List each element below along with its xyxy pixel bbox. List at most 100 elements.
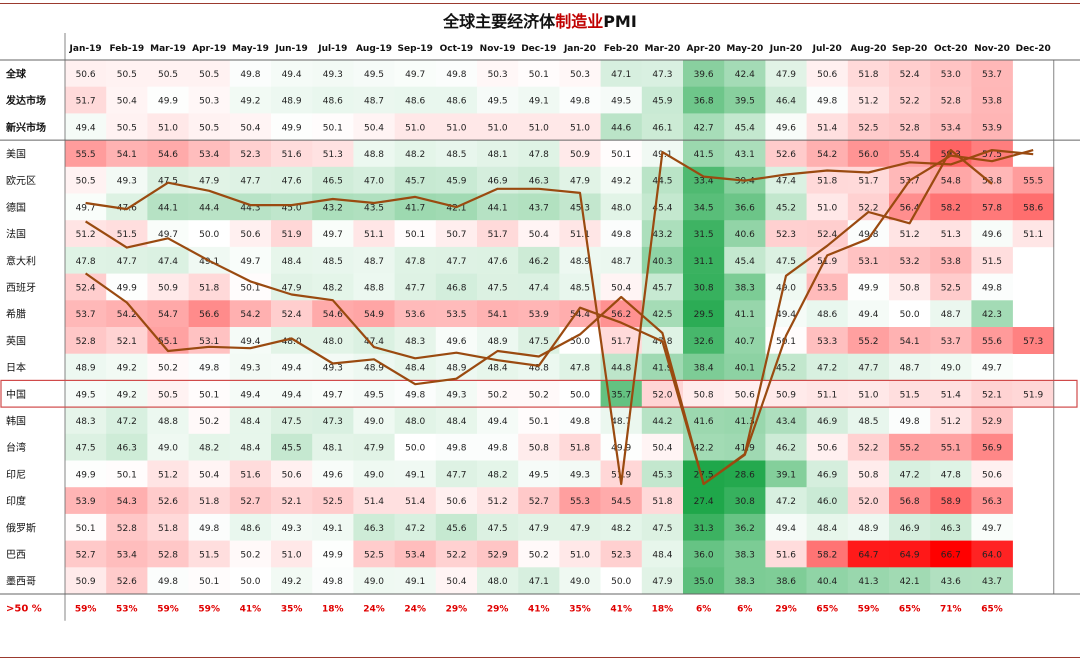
heat-cell	[394, 540, 437, 568]
heat-cell	[889, 113, 931, 141]
cell-value: 44.6	[611, 123, 631, 133]
cell-value: 64.9	[900, 550, 920, 560]
cell-value: 42.2	[694, 444, 714, 454]
heat-cell	[600, 193, 643, 221]
heat-cell	[559, 140, 601, 168]
heat-cell	[847, 460, 890, 488]
heat-cell	[147, 460, 189, 488]
heat-cell	[765, 113, 807, 141]
heat-cell	[765, 60, 807, 87]
heat-cell	[353, 86, 395, 114]
cell-value: 47.9	[776, 70, 796, 80]
heat-cell	[106, 407, 148, 435]
cell-value: 49.9	[858, 283, 878, 293]
summary-value: 24%	[404, 604, 426, 614]
cell-value: 28.6	[735, 470, 755, 480]
cell-value: 52.9	[982, 417, 1002, 427]
cell-value: 54.5	[611, 497, 631, 507]
heat-cell	[147, 540, 189, 568]
cell-value: 54.9	[364, 310, 384, 320]
cell-value: 47.4	[158, 257, 178, 267]
cell-value: 54.7	[158, 310, 178, 320]
heat-cell	[271, 60, 313, 87]
heat-cell	[312, 567, 354, 595]
heat-cell	[188, 567, 231, 595]
cell-value: 48.4	[405, 364, 425, 374]
heat-cell	[600, 567, 643, 595]
heat-cell	[930, 407, 972, 435]
cell-value: 43.2	[323, 203, 343, 213]
cell-value: 50.9	[776, 390, 796, 400]
heat-cell	[889, 407, 931, 435]
heat-cell	[271, 380, 313, 408]
cell-value: 27.4	[694, 497, 714, 507]
heat-cell	[435, 246, 478, 274]
cell-value: 50.1	[405, 230, 425, 240]
cell-value: 58.6	[1023, 203, 1043, 213]
cell-value: 47.5	[488, 524, 508, 534]
summary-value: 6%	[696, 604, 711, 614]
heat-cell	[477, 246, 519, 274]
heat-cell	[518, 433, 560, 461]
summary-value: 65%	[981, 604, 1003, 614]
cell-value: 50.9	[76, 577, 96, 587]
cell-value: 51.6	[240, 470, 260, 480]
heat-cell	[518, 140, 560, 168]
cell-value: 50.3	[570, 70, 590, 80]
heat-cell	[518, 193, 560, 221]
cell-value: 45.9	[652, 97, 672, 107]
heat-cell	[106, 60, 148, 87]
heat-cell	[806, 86, 849, 114]
heat-cell	[806, 567, 849, 595]
cell-value: 53.4	[117, 550, 137, 560]
cell-value: 47.0	[364, 177, 384, 187]
heat-cell	[435, 60, 478, 87]
cell-value: 51.7	[488, 230, 508, 240]
cell-value: 51.0	[570, 550, 590, 560]
cell-value: 50.1	[199, 577, 219, 587]
cell-value: 49.3	[117, 177, 137, 187]
cell-value: 50.1	[76, 524, 96, 534]
cell-value: 51.1	[817, 390, 837, 400]
cell-value: 50.6	[735, 390, 755, 400]
cell-value: 51.6	[776, 550, 796, 560]
heat-cell	[435, 433, 478, 461]
heat-cell	[971, 86, 1013, 114]
heat-cell	[312, 327, 354, 354]
cell-value: 48.0	[488, 577, 508, 587]
heat-cell	[106, 540, 148, 568]
heat-cell	[559, 540, 601, 568]
heat-cell	[1012, 166, 1055, 194]
heat-cell	[1012, 380, 1055, 408]
heat-cell	[518, 380, 560, 408]
heat-cell	[518, 246, 560, 274]
cell-value: 51.0	[446, 123, 466, 133]
heat-cell	[518, 86, 560, 114]
heat-cell	[312, 513, 354, 541]
heat-cell	[229, 300, 272, 328]
cell-value: 64.7	[858, 550, 878, 560]
cell-value: 50.2	[488, 390, 508, 400]
heat-cell	[353, 273, 395, 301]
cell-value: 53.5	[446, 310, 466, 320]
cell-value: 53.1	[858, 257, 878, 267]
heat-cell	[806, 353, 849, 381]
heat-cell	[65, 246, 107, 274]
cell-value: 47.9	[282, 283, 302, 293]
cell-value: 45.7	[405, 177, 425, 187]
heat-cell	[1012, 193, 1055, 221]
cell-value: 49.6	[323, 470, 343, 480]
summary-value: 6%	[737, 604, 752, 614]
cell-value: 49.4	[858, 310, 878, 320]
summary-value: 59%	[157, 604, 179, 614]
cell-value: 35.0	[694, 577, 714, 587]
heat-cell	[765, 380, 807, 408]
cell-value: 46.3	[117, 444, 137, 454]
cell-value: 51.7	[611, 337, 631, 347]
cell-value: 51.1	[364, 230, 384, 240]
heat-cell	[271, 140, 313, 168]
cell-value: 48.6	[240, 524, 260, 534]
heat-cell	[65, 513, 107, 541]
cell-value: 47.1	[611, 70, 631, 80]
cell-value: 50.6	[240, 230, 260, 240]
